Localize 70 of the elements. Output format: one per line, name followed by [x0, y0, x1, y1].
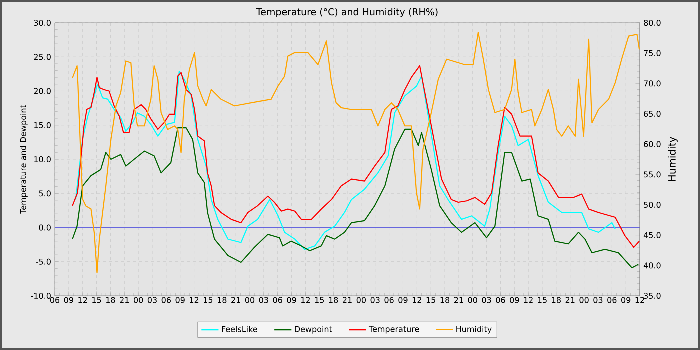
y2-tick-label: 50.0	[644, 202, 661, 208]
y-tick-label: 30.0	[34, 20, 51, 26]
x-tick-label: 09	[64, 297, 74, 304]
x-tick-label: 15	[204, 297, 213, 304]
x-tick-label: 12	[302, 297, 310, 304]
x-tick-label: 09	[622, 297, 631, 304]
legend-label: Temperature	[368, 326, 420, 334]
legend-label: Dewpoint	[295, 326, 332, 334]
x-tick-label: 21	[232, 297, 240, 304]
x-tick-label: 06	[162, 297, 172, 304]
x-tick-label: 15	[92, 297, 102, 304]
y2-tick-label: 40.0	[644, 262, 661, 269]
x-tick-label: 03	[370, 297, 380, 304]
y2-tick-label: 60.0	[644, 141, 661, 148]
x-tick-label: 12	[412, 297, 422, 304]
x-tick-label: 15	[538, 297, 547, 304]
x-tick-label: 21	[342, 297, 352, 304]
x-tick-label: 09	[176, 297, 185, 304]
y-axis-title: Temperature and Dewpoint	[20, 105, 28, 214]
legend-label: Humidity	[456, 326, 492, 334]
x-tick-label: 09	[287, 297, 296, 304]
y-tick-label: -10.0	[31, 292, 51, 300]
y2-tick-label: 35.0	[644, 292, 661, 300]
x-tick-label: 00	[356, 297, 366, 304]
y-tick-label: -5.0	[36, 258, 51, 265]
x-tick-label: 18	[552, 297, 561, 304]
y-tick-label: 15.0	[34, 122, 51, 128]
x-tick-label: 12	[190, 297, 199, 304]
x-tick-label: 12	[78, 297, 88, 304]
y2-tick-label: 80.0	[644, 20, 661, 26]
x-tick-label: 18	[218, 297, 227, 304]
y2-tick-label: 65.0	[644, 110, 661, 118]
x-tick-label: 18	[329, 297, 338, 304]
x-tick-label: 18	[106, 297, 116, 304]
x-tick-label: 15	[426, 297, 436, 304]
x-tick-label: 03	[259, 297, 268, 304]
y-tick-label: 5.0	[39, 190, 51, 197]
x-tick-label: 06	[273, 297, 282, 304]
y2-tick-label: 70.0	[644, 80, 661, 87]
x-tick-label: 06	[50, 297, 60, 304]
line-series	[72, 128, 640, 269]
x-tick-label: 18	[440, 297, 450, 304]
y-tick-label: 25.0	[34, 54, 51, 60]
y2-axis-title: Humidity	[668, 137, 678, 182]
y-tick-label: 20.0	[34, 88, 51, 94]
y2-tick-label: 45.0	[644, 232, 661, 238]
x-tick-label: 15	[315, 297, 324, 304]
x-tick-label: 12	[524, 297, 533, 304]
x-tick-label: 09	[510, 297, 520, 304]
x-tick-label: 21	[454, 297, 464, 304]
y-tick-label: 0.0	[39, 224, 51, 231]
x-tick-label: 00	[468, 297, 478, 304]
chart-title: Temperature (°C) and Humidity (RH%)	[256, 8, 438, 18]
x-tick-label: 21	[120, 297, 129, 304]
x-tick-label: 21	[566, 297, 575, 304]
y2-tick-label: 55.0	[644, 172, 661, 178]
x-tick-label: 03	[482, 297, 492, 304]
x-tick-label: 06	[608, 297, 617, 304]
y-tick-label: 10.0	[34, 156, 51, 163]
x-tick-label: 06	[496, 297, 506, 304]
x-tick-label: 03	[594, 297, 603, 304]
x-tick-label: 09	[398, 297, 408, 304]
x-tick-label: 00	[134, 297, 144, 304]
legend-label: FeelsLike	[222, 326, 258, 332]
y2-tick-label: 75.0	[644, 50, 661, 56]
x-tick-label: 00	[245, 297, 255, 304]
x-tick-label: 00	[580, 297, 589, 304]
x-tick-label: 03	[148, 297, 157, 304]
x-tick-label: 12	[636, 297, 644, 304]
x-tick-label: 06	[384, 297, 394, 304]
